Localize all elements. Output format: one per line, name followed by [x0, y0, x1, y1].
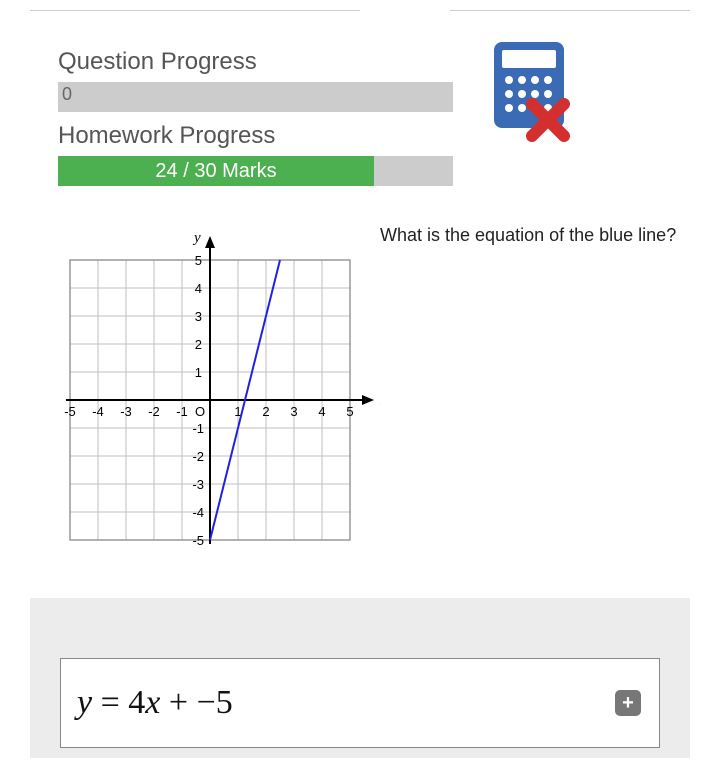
- svg-text:-4: -4: [92, 404, 104, 419]
- svg-text:-3: -3: [192, 477, 204, 492]
- svg-text:x: x: [379, 393, 380, 409]
- svg-text:3: 3: [195, 309, 202, 324]
- svg-text:-5: -5: [64, 404, 76, 419]
- homework-progress-label: Homework Progress: [58, 122, 453, 150]
- homework-progress-fill: 24 / 30 Marks: [58, 156, 374, 186]
- svg-text:2: 2: [262, 404, 269, 419]
- homework-progress-bar: 24 / 30 Marks: [58, 156, 453, 186]
- svg-text:-2: -2: [192, 449, 204, 464]
- top-divider-right: [450, 10, 690, 11]
- svg-text:O: O: [195, 404, 205, 419]
- svg-text:4: 4: [318, 404, 325, 419]
- question-progress-value: 0: [62, 84, 72, 105]
- top-divider-left: [30, 10, 360, 11]
- svg-text:-2: -2: [148, 404, 160, 419]
- coordinate-graph: xy-5-4-3-2-112345O12345-1-2-3-4-5: [40, 210, 380, 570]
- question-text: What is the equation of the blue line?: [380, 225, 676, 246]
- progress-section: Question Progress 0 Homework Progress 24…: [58, 48, 453, 186]
- svg-text:y: y: [192, 230, 201, 246]
- answer-panel: y = 4x + −5 +: [30, 598, 690, 758]
- add-button[interactable]: +: [615, 690, 641, 716]
- plus-icon: +: [622, 692, 634, 715]
- svg-text:5: 5: [195, 253, 202, 268]
- answer-input[interactable]: y = 4x + −5 +: [60, 658, 660, 748]
- svg-text:3: 3: [290, 404, 297, 419]
- svg-text:-5: -5: [192, 533, 204, 548]
- svg-text:4: 4: [195, 281, 202, 296]
- svg-text:5: 5: [346, 404, 353, 419]
- svg-text:1: 1: [195, 365, 202, 380]
- calculator-icon[interactable]: [490, 42, 572, 147]
- svg-text:2: 2: [195, 337, 202, 352]
- question-progress-bar: 0: [58, 82, 453, 112]
- svg-text:-1: -1: [176, 404, 188, 419]
- svg-text:-3: -3: [120, 404, 132, 419]
- svg-text:-1: -1: [192, 421, 204, 436]
- answer-expression: y = 4x + −5: [77, 684, 233, 722]
- svg-text:-4: -4: [192, 505, 204, 520]
- question-progress-label: Question Progress: [58, 48, 453, 76]
